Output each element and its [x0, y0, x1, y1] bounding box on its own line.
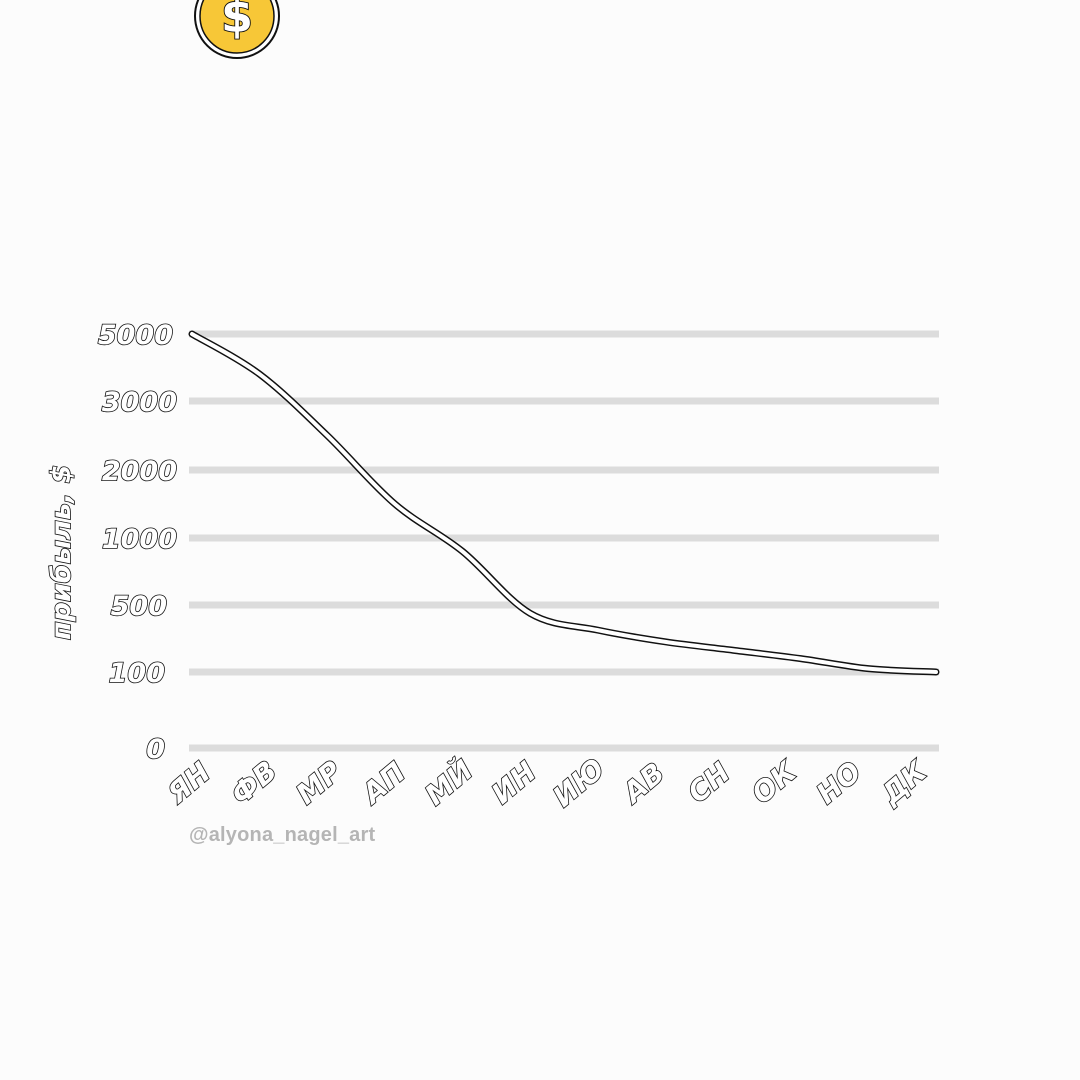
x-tick-label: ИН [485, 755, 542, 810]
y-axis-ticks: 0 100 500 1000 2000 3000 5000 [97, 319, 178, 766]
y-tick-label: 3000 [102, 387, 177, 418]
coin-icon: $ [193, 0, 281, 60]
x-tick-label: МЙ [418, 753, 479, 812]
watermark: @alyona_nagel_art [189, 824, 376, 846]
x-tick-label: ЯН [160, 756, 216, 811]
x-tick-label: АП [354, 756, 411, 812]
y-axis-label: прибыль, $ [46, 465, 77, 640]
y-tick-label: 5000 [98, 320, 173, 351]
x-tick-label: СН [681, 756, 736, 810]
y-tick-label: 100 [109, 658, 165, 689]
x-tick-label: ОК [745, 754, 804, 811]
series-group [188, 330, 940, 676]
series-line-outline [188, 330, 940, 676]
series-line [190, 332, 938, 674]
x-tick-label: АВ [615, 756, 671, 810]
x-tick-label: ФВ [224, 754, 283, 811]
coin-symbol: $ [221, 0, 253, 43]
x-tick-label: ИЮ [547, 752, 611, 813]
x-tick-label: МР [290, 754, 349, 811]
x-axis-ticks: ЯН ФВ МР АП МЙ ИН ИЮ АВ СН ОК НО ДК [159, 751, 935, 814]
y-tick-label: 500 [111, 591, 167, 622]
x-tick-label: ДК [874, 753, 934, 811]
y-tick-label: 2000 [102, 456, 177, 487]
coin-face [199, 0, 275, 54]
gridlines [189, 330, 939, 752]
y-tick-label: 1000 [102, 524, 177, 555]
x-tick-label: НО [810, 755, 867, 811]
y-tick-label: 0 [146, 734, 165, 765]
